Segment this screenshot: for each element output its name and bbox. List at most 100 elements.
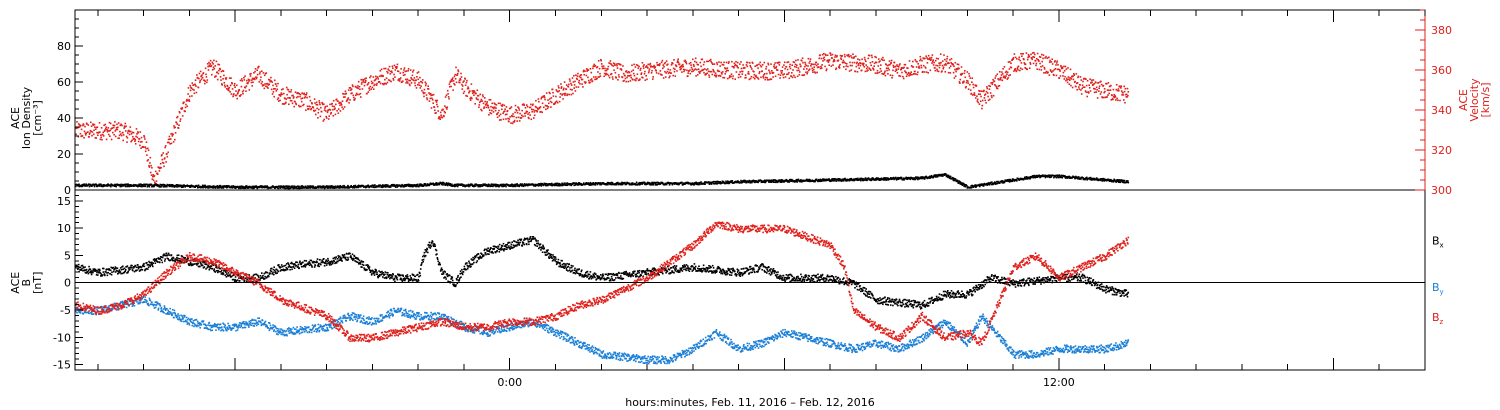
velocity-series-point	[1036, 58, 1038, 60]
ion-density-series-point	[444, 183, 446, 185]
velocity-series-point	[1123, 99, 1125, 101]
velocity-series-point	[397, 70, 400, 73]
velocity-series-point	[532, 103, 534, 106]
ion-density-series-point	[773, 181, 776, 183]
velocity-series-point	[526, 104, 528, 106]
ion-density-series-point	[439, 182, 441, 185]
ion-density-series-point	[283, 187, 285, 189]
velocity-series-point	[739, 71, 741, 73]
ion-density-series-point	[852, 179, 854, 181]
velocity-series-point	[687, 72, 689, 74]
ion-density-series-point	[194, 186, 196, 188]
velocity-series-point	[1105, 83, 1108, 85]
velocity-series-point	[737, 76, 740, 79]
velocity-series-point	[751, 68, 753, 70]
velocity-series-point	[249, 75, 252, 77]
velocity-series-point	[496, 116, 499, 119]
velocity-series-point	[796, 75, 799, 78]
ion-density-series-point	[384, 184, 387, 186]
ion-density-series-point	[228, 185, 230, 187]
ion-density-series-point	[900, 176, 903, 179]
velocity-series-point	[150, 164, 152, 167]
ion-density-series-point	[1056, 176, 1058, 179]
velocity-series-point	[339, 110, 342, 112]
ion-density-series-point	[607, 183, 609, 186]
ion-density-series-point	[594, 184, 597, 186]
velocity-series-point	[972, 83, 974, 86]
velocity-series-point	[185, 100, 188, 102]
velocity-series-point	[342, 108, 345, 110]
velocity-series-point	[225, 77, 228, 79]
velocity-series-point	[152, 179, 155, 182]
velocity-series-point	[416, 72, 419, 74]
velocity-series-point	[1034, 60, 1037, 62]
velocity-series-point	[84, 132, 87, 134]
velocity-series-point	[850, 55, 852, 57]
ion-density-series-point	[1024, 176, 1026, 179]
velocity-series-point	[139, 141, 142, 143]
velocity-series-point	[96, 126, 99, 128]
velocity-series-point	[318, 102, 321, 104]
velocity-series-point	[1044, 57, 1046, 59]
velocity-series-point	[424, 81, 427, 83]
velocity-series-point	[174, 132, 177, 134]
velocity-series-point	[656, 61, 658, 64]
velocity-series-point	[254, 68, 257, 70]
velocity-series-point	[90, 125, 93, 127]
velocity-series-point	[778, 61, 780, 64]
ion-density-series-point	[773, 181, 775, 183]
velocity-series-point	[608, 76, 611, 79]
ion-density-series-point	[558, 184, 561, 187]
velocity-series-point	[647, 63, 649, 66]
velocity-series-point	[484, 100, 486, 103]
velocity-series-point	[478, 104, 481, 106]
ion-density-series-point	[300, 187, 303, 189]
ion-density-series-point	[434, 183, 436, 186]
velocity-series-point	[418, 84, 421, 86]
velocity-series-point	[857, 64, 860, 67]
velocity-series-point	[430, 107, 433, 109]
velocity-series-point	[1093, 83, 1095, 85]
velocity-series-point	[629, 75, 631, 77]
velocity-series-point	[132, 131, 135, 134]
velocity-series-point	[833, 60, 836, 62]
velocity-series-point	[1025, 52, 1028, 54]
ion-density-series-point	[1026, 178, 1029, 180]
velocity-series-point	[815, 61, 818, 64]
velocity-series-point	[970, 92, 973, 95]
velocity-series-point	[922, 70, 924, 73]
velocity-series-point	[954, 61, 957, 64]
velocity-series-point	[427, 88, 430, 90]
velocity-series-point	[1061, 66, 1063, 69]
velocity-series-point	[216, 71, 218, 73]
velocity-series-point	[811, 67, 813, 70]
velocity-series-point	[702, 63, 705, 66]
velocity-series-point	[598, 76, 600, 78]
velocity-series-point	[587, 69, 590, 71]
velocity-series-point	[465, 81, 468, 84]
ion-density-series-point	[763, 179, 766, 182]
ion-density-series-point	[845, 179, 847, 182]
velocity-series-point	[1001, 71, 1003, 73]
velocity-series-point	[235, 94, 238, 97]
velocity-series-point	[640, 73, 642, 75]
ion-density-series-point	[986, 184, 989, 186]
velocity-series-point	[847, 65, 849, 68]
velocity-series-point	[695, 61, 698, 64]
ion-density-series-point	[96, 185, 99, 188]
velocity-series-point	[870, 64, 872, 67]
ion-density-series-point	[478, 185, 480, 188]
velocity-series-point	[144, 138, 146, 140]
velocity-series-point	[429, 93, 431, 95]
velocity-series-point	[931, 62, 933, 64]
velocity-series-point	[119, 130, 121, 133]
velocity-series-point	[749, 77, 752, 80]
velocity-series-point	[934, 59, 937, 62]
ion-density-series-point	[266, 185, 268, 187]
velocity-series-point	[278, 100, 280, 102]
velocity-series-point	[802, 61, 804, 64]
velocity-series-point	[717, 75, 720, 77]
velocity-series-point	[630, 74, 632, 77]
velocity-series-point	[937, 64, 939, 67]
velocity-series-point	[971, 81, 973, 83]
